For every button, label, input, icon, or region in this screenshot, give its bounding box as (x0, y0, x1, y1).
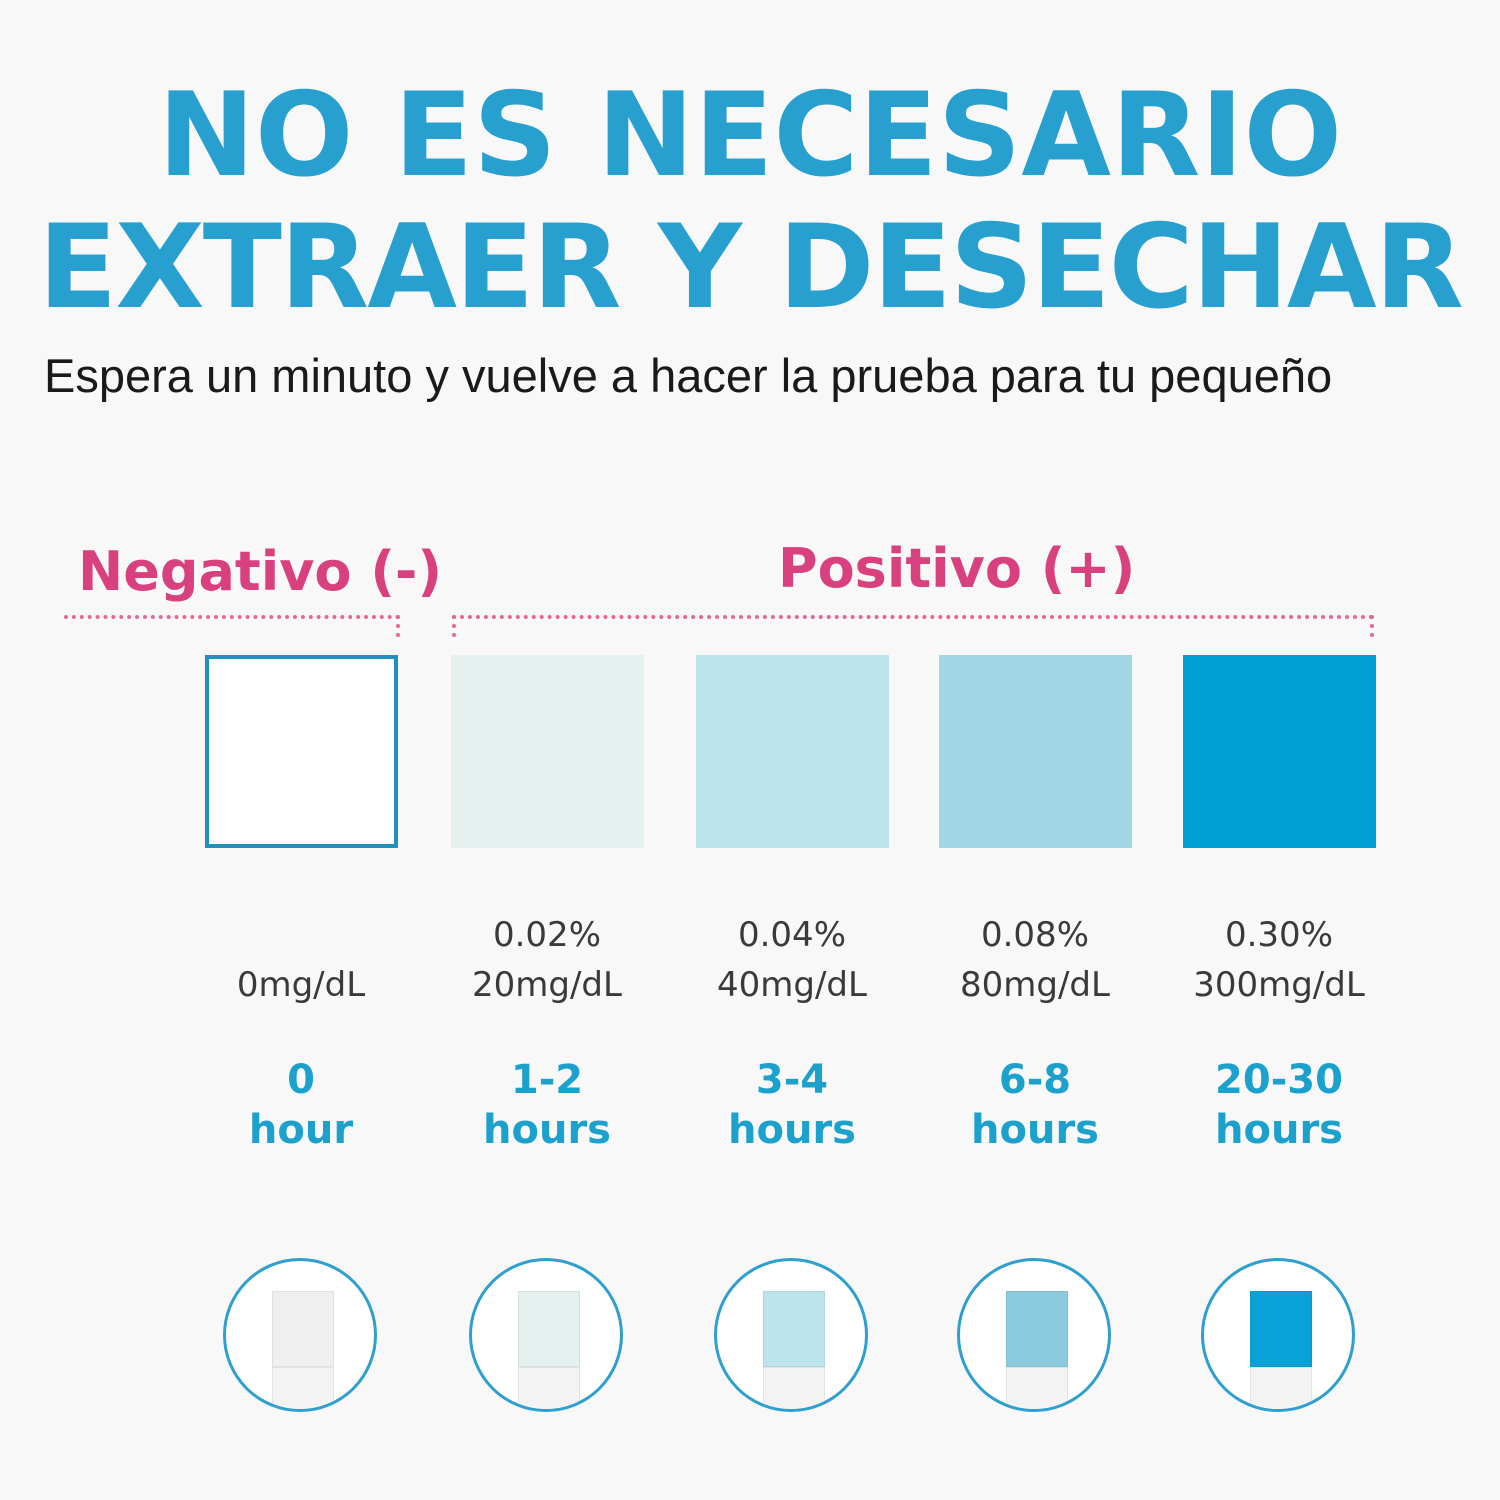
time-unit: hours (971, 1107, 1099, 1153)
title-line-2: EXTRAER Y DESECHAR (38, 200, 1464, 335)
test-strip-circle (957, 1258, 1111, 1412)
level-column-3: 0.08% 80mg/dL 6-8 hours (937, 0, 1133, 1500)
negative-bracket (64, 615, 400, 637)
level-column-1: 0.02% 20mg/dL 1-2 hours (449, 0, 645, 1500)
time-label: 20-30 hours (1151, 1055, 1407, 1155)
color-swatch (696, 655, 889, 848)
time-unit: hours (728, 1107, 856, 1153)
time-value: 6-8 (998, 1057, 1072, 1103)
test-strip-pad-icon (272, 1291, 334, 1367)
subtitle: Espera un minuto y vuelve a hacer la pru… (44, 350, 1333, 402)
concentration-label: 80mg/dL (960, 965, 1110, 1005)
test-strip-base (1250, 1367, 1312, 1409)
time-unit: hours (1215, 1107, 1343, 1153)
test-strip-circle (1201, 1258, 1355, 1412)
time-value: 0 (287, 1057, 315, 1103)
percent-label: 0.02% (492, 915, 601, 955)
test-strip-base (272, 1367, 334, 1409)
concentration-label: 40mg/dL (717, 965, 867, 1005)
percent-label: 0.30% (1224, 915, 1333, 955)
percent-label: 0.04% (737, 915, 846, 955)
concentration-label: 300mg/dL (1193, 965, 1365, 1005)
time-value: 20-30 (1215, 1057, 1343, 1103)
time-unit: hours (483, 1107, 611, 1153)
color-swatch (205, 655, 398, 848)
positive-bracket (452, 615, 1374, 637)
test-strip-circle (714, 1258, 868, 1412)
time-label: 1-2 hours (419, 1055, 675, 1155)
test-strip-circle (469, 1258, 623, 1412)
level-column-4: 0.30% 300mg/dL 20-30 hours (1181, 0, 1377, 1500)
color-swatch (939, 655, 1132, 848)
test-strip-pad-icon (1006, 1291, 1068, 1367)
positive-label: Positivo (+) (778, 537, 1136, 600)
test-strip-pad-icon (1250, 1291, 1312, 1367)
test-strip-base (763, 1367, 825, 1409)
percent-label: 0.08% (980, 915, 1089, 955)
color-swatch (451, 655, 644, 848)
test-strip-base (518, 1367, 580, 1409)
concentration-label: 0mg/dL (236, 965, 366, 1005)
time-value: 1-2 (510, 1057, 584, 1103)
color-swatch (1183, 655, 1376, 848)
test-strip-pad-icon (518, 1291, 580, 1367)
time-value: 3-4 (755, 1057, 829, 1103)
time-label: 6-8 hours (907, 1055, 1163, 1155)
title-line-1: NO ES NECESARIO (157, 68, 1343, 203)
time-unit: hour (248, 1107, 354, 1153)
test-strip-base (1006, 1367, 1068, 1409)
test-strip-circle (223, 1258, 377, 1412)
test-strip-pad-icon (763, 1291, 825, 1367)
time-label: 3-4 hours (664, 1055, 920, 1155)
negative-label: Negativo (-) (78, 540, 443, 603)
time-label: 0 hour (173, 1055, 429, 1155)
level-column-2: 0.04% 40mg/dL 3-4 hours (694, 0, 890, 1500)
level-column-0: 0mg/dL 0 hour (203, 0, 399, 1500)
concentration-label: 20mg/dL (472, 965, 622, 1005)
